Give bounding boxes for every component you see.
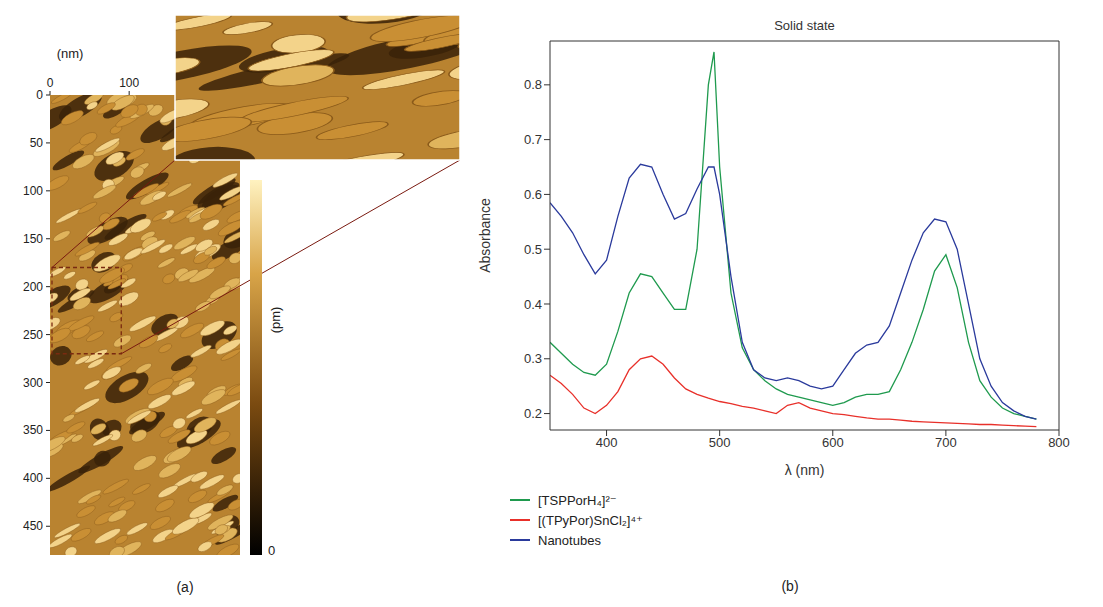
svg-text:100: 100 — [23, 184, 43, 198]
svg-text:700: 700 — [935, 435, 957, 450]
svg-text:0: 0 — [268, 543, 275, 558]
svg-text:600: 600 — [822, 435, 844, 450]
svg-text:400: 400 — [23, 471, 43, 485]
svg-text:0.7: 0.7 — [524, 132, 542, 147]
svg-text:500: 500 — [709, 435, 731, 450]
html-text:[(TPyPor)SnCl₂]⁴⁺: [(TPyPor)SnCl₂]⁴⁺ — [538, 512, 643, 528]
svg-text:200: 200 — [23, 280, 43, 294]
html-text:(b): (b) — [781, 578, 799, 594]
svg-text:λ (nm): λ (nm) — [785, 462, 825, 478]
svg-text:(pm): (pm) — [268, 307, 283, 334]
svg-text:0: 0 — [36, 88, 43, 102]
html-text:Solid state: Solid state — [774, 18, 835, 33]
svg-text:0.8: 0.8 — [524, 77, 542, 92]
svg-text:0.3: 0.3 — [524, 351, 542, 366]
svg-text:300: 300 — [23, 376, 43, 390]
svg-text:0: 0 — [47, 76, 54, 90]
svg-text:0.2: 0.2 — [524, 406, 542, 421]
svg-text:(a): (a) — [176, 579, 193, 595]
svg-text:400: 400 — [596, 435, 618, 450]
svg-text:50: 50 — [30, 136, 44, 150]
svg-text:0.4: 0.4 — [524, 297, 542, 312]
svg-text:Absorbance: Absorbance — [477, 198, 493, 273]
svg-text:(nm): (nm) — [57, 46, 84, 61]
html-text:Nanotubes: Nanotubes — [538, 532, 601, 548]
html-text:[TSPPorH₄]²⁻: [TSPPorH₄]²⁻ — [538, 492, 617, 508]
svg-text:800: 800 — [1048, 435, 1070, 450]
svg-text:0.6: 0.6 — [524, 187, 542, 202]
svg-text:150: 150 — [23, 232, 43, 246]
svg-text:350: 350 — [23, 423, 43, 437]
svg-text:100: 100 — [119, 76, 139, 90]
svg-text:0.5: 0.5 — [524, 242, 542, 257]
svg-text:250: 250 — [23, 328, 43, 342]
svg-text:450: 450 — [23, 519, 43, 533]
